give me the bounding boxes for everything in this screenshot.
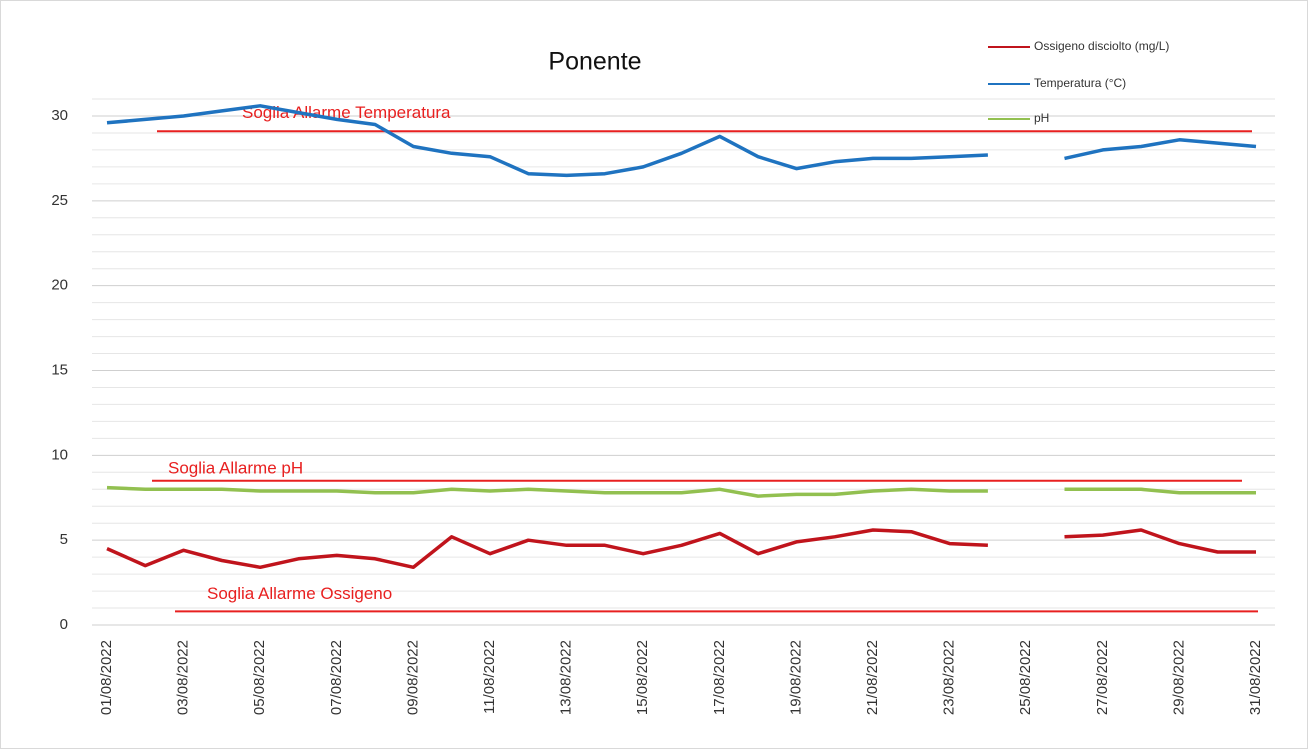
- threshold-label: Soglia Allarme pH: [168, 458, 303, 477]
- y-tick-label: 20: [51, 277, 68, 294]
- x-tick-label: 29/08/2022: [1170, 640, 1187, 715]
- x-tick-label: 25/08/2022: [1017, 640, 1034, 715]
- x-tick-label: 19/08/2022: [787, 640, 804, 715]
- x-tick-label: 05/08/2022: [251, 640, 268, 715]
- x-tick-label: 15/08/2022: [634, 640, 651, 715]
- legend-label: Ossigeno disciolto (mg/L): [1034, 39, 1169, 53]
- series-line: [106, 528, 1256, 570]
- x-tick-label: 01/08/2022: [98, 640, 115, 715]
- x-tick-label: 03/08/2022: [175, 640, 192, 715]
- series-line: [106, 485, 1256, 498]
- x-tick-label: 09/08/2022: [404, 640, 421, 715]
- x-tick-label: 23/08/2022: [941, 640, 958, 715]
- x-tick-label: 07/08/2022: [328, 640, 345, 715]
- x-tick-label: 13/08/2022: [558, 640, 575, 715]
- y-tick-label: 10: [51, 446, 68, 463]
- x-tick-label: 27/08/2022: [1094, 640, 1111, 715]
- x-tick-label: 17/08/2022: [711, 640, 728, 715]
- legend-label: Temperatura (°C): [1034, 76, 1126, 90]
- x-tick-label: 11/08/2022: [481, 640, 498, 714]
- y-tick-label: 15: [51, 361, 68, 378]
- series-line: [106, 104, 1257, 178]
- threshold-label: Soglia Allarme Temperatura: [242, 103, 451, 122]
- x-tick-label: 31/08/2022: [1247, 640, 1264, 715]
- y-tick-label: 30: [51, 107, 68, 124]
- legend-label: pH: [1034, 111, 1049, 125]
- x-tick-label: 21/08/2022: [864, 640, 881, 715]
- chart-title: Ponente: [548, 48, 641, 76]
- y-tick-label: 0: [60, 616, 68, 633]
- y-tick-label: 5: [60, 531, 68, 548]
- y-tick-label: 25: [51, 192, 68, 209]
- threshold-label: Soglia Allarme Ossigeno: [207, 584, 392, 603]
